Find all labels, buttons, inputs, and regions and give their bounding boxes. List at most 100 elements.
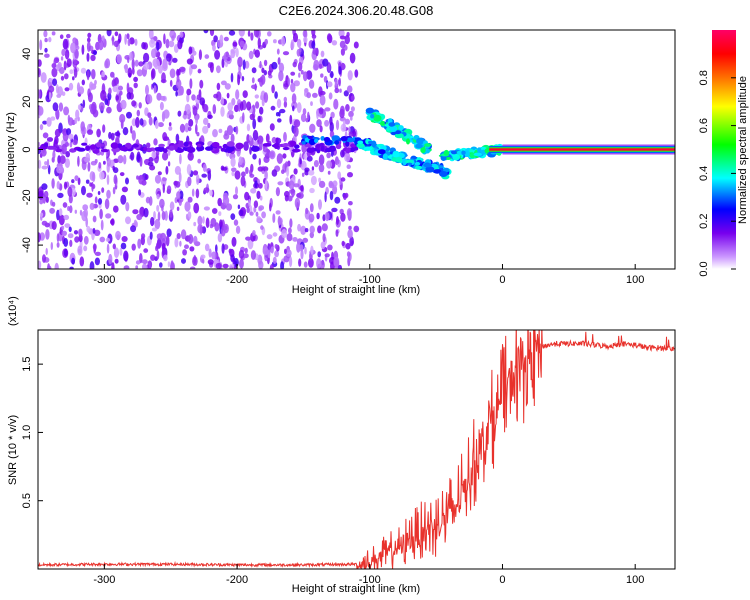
spectrogram-blob — [269, 202, 272, 212]
spectrogram-y-label: Frequency (Hz) — [5, 112, 17, 188]
spectrogram-blob — [354, 69, 359, 78]
spectrogram-blob — [138, 102, 142, 109]
spectrogram-blob — [196, 132, 200, 137]
spectrogram-blob — [290, 71, 296, 76]
spectrogram-blob — [189, 66, 192, 76]
spectrogram-blob — [271, 61, 278, 70]
spectrogram-blob — [44, 37, 48, 43]
spectrogram-blob — [127, 38, 131, 47]
spectrogram-blob — [254, 94, 259, 99]
spectrogram-blob — [138, 189, 142, 196]
spectrogram-blob — [174, 237, 179, 248]
spectrogram-blob — [302, 71, 308, 82]
spectrogram-blob — [330, 71, 334, 79]
spectrogram-blob — [197, 158, 202, 164]
spectrogram-blob — [338, 30, 345, 38]
colorbar-tick-label: 0.6 — [698, 118, 710, 133]
spectrogram-blob — [230, 72, 234, 83]
spectrogram-blob — [166, 185, 172, 193]
spectrogram-blob — [310, 245, 314, 255]
spectrogram-signal-blob — [380, 145, 387, 151]
spectrogram-blob — [238, 249, 245, 259]
spectrogram-blob — [41, 220, 48, 226]
spectrogram-signal-blob — [301, 140, 306, 145]
spectrogram-blob — [298, 258, 302, 267]
spectrogram-blob — [119, 113, 126, 124]
spectrogram-center-band — [145, 147, 153, 153]
spectrogram-blob — [137, 238, 142, 249]
snr-y-tick-label: 1.5 — [21, 356, 33, 371]
spectrogram-blob — [239, 40, 245, 48]
spectrogram-blob — [57, 192, 64, 199]
spectrogram-blob — [235, 225, 241, 234]
spectrogram-center-band — [324, 147, 333, 153]
spectrogram-blob — [133, 82, 138, 89]
spectrogram-blob — [134, 38, 138, 46]
spectrogram-blob — [81, 44, 85, 55]
spectrogram-blob — [347, 70, 353, 81]
spectrogram-blob — [57, 86, 63, 97]
spectrogram-center-band — [262, 143, 272, 147]
spectrogram-blob — [38, 142, 41, 147]
spectrogram-signal-blob — [415, 143, 423, 149]
spectrogram-blob — [185, 213, 189, 220]
spectrogram-blob — [241, 75, 245, 82]
spectrogram-blob — [212, 104, 217, 115]
spectrogram-blob — [222, 263, 229, 269]
spectrogram-blob — [320, 73, 324, 78]
spectrogram-blob — [111, 35, 115, 46]
spectrogram-blob — [51, 178, 55, 189]
spectrogram-blob — [251, 77, 255, 84]
spectrogram-signal-blob — [386, 126, 391, 132]
spectrogram-blob — [48, 91, 52, 101]
spectrogram-blob — [258, 158, 261, 166]
spectrogram-blob — [77, 177, 81, 186]
spectrogram-blob — [351, 130, 357, 138]
spectrogram-blob — [346, 164, 351, 169]
spectrogram-blob — [63, 106, 70, 116]
spectrogram-blob — [181, 258, 186, 264]
spectrogram-blob — [150, 254, 156, 261]
snr-frame — [37, 329, 676, 570]
spectrogram-blob — [108, 87, 112, 95]
spectrogram-blob — [344, 118, 350, 125]
spectrogram-blob — [156, 204, 160, 212]
spectrogram-blob — [58, 102, 64, 112]
spectrogram-blob — [348, 225, 352, 231]
spectrogram-blob — [73, 67, 78, 78]
spectrogram-blob — [46, 117, 52, 127]
spectrogram-blob — [274, 250, 279, 258]
spectrogram-blob — [340, 212, 346, 222]
spectrogram-blob — [343, 90, 349, 97]
spectrogram-x-tick-label: -100 — [359, 274, 381, 286]
spectrogram-blob — [72, 37, 77, 44]
spectrogram-blob — [249, 211, 254, 216]
spectrogram-blob — [66, 58, 72, 67]
spectrogram-blob — [250, 32, 254, 41]
spectrogram-blob — [38, 159, 42, 169]
spectrogram-blob — [175, 91, 178, 97]
spectrogram-blob — [154, 174, 162, 184]
spectrogram-blob — [165, 165, 169, 175]
spectrogram-blob — [265, 133, 270, 143]
spectrogram-blob — [155, 149, 160, 157]
spectrogram-blob — [100, 219, 104, 231]
spectrogram-center-band — [46, 145, 56, 150]
spectrogram-center-band — [85, 145, 91, 152]
spectrogram-blob — [286, 233, 293, 242]
spectrogram-blob — [238, 30, 245, 37]
spectrogram-blob — [316, 212, 320, 220]
spectrogram-blob — [334, 196, 341, 204]
spectrogram-blob — [293, 183, 300, 188]
spectrogram-blob — [62, 38, 69, 50]
spectrogram-blob — [120, 99, 127, 110]
spectrogram-blob — [87, 32, 92, 38]
spectrogram-blob — [141, 233, 146, 240]
spectrogram-blob — [159, 262, 163, 268]
spectrogram-blob — [57, 62, 62, 69]
spectrogram-blob — [262, 166, 269, 172]
spectrogram-blob — [51, 31, 56, 36]
spectrogram-center-band — [76, 147, 86, 152]
spectrogram-blob — [50, 116, 56, 121]
